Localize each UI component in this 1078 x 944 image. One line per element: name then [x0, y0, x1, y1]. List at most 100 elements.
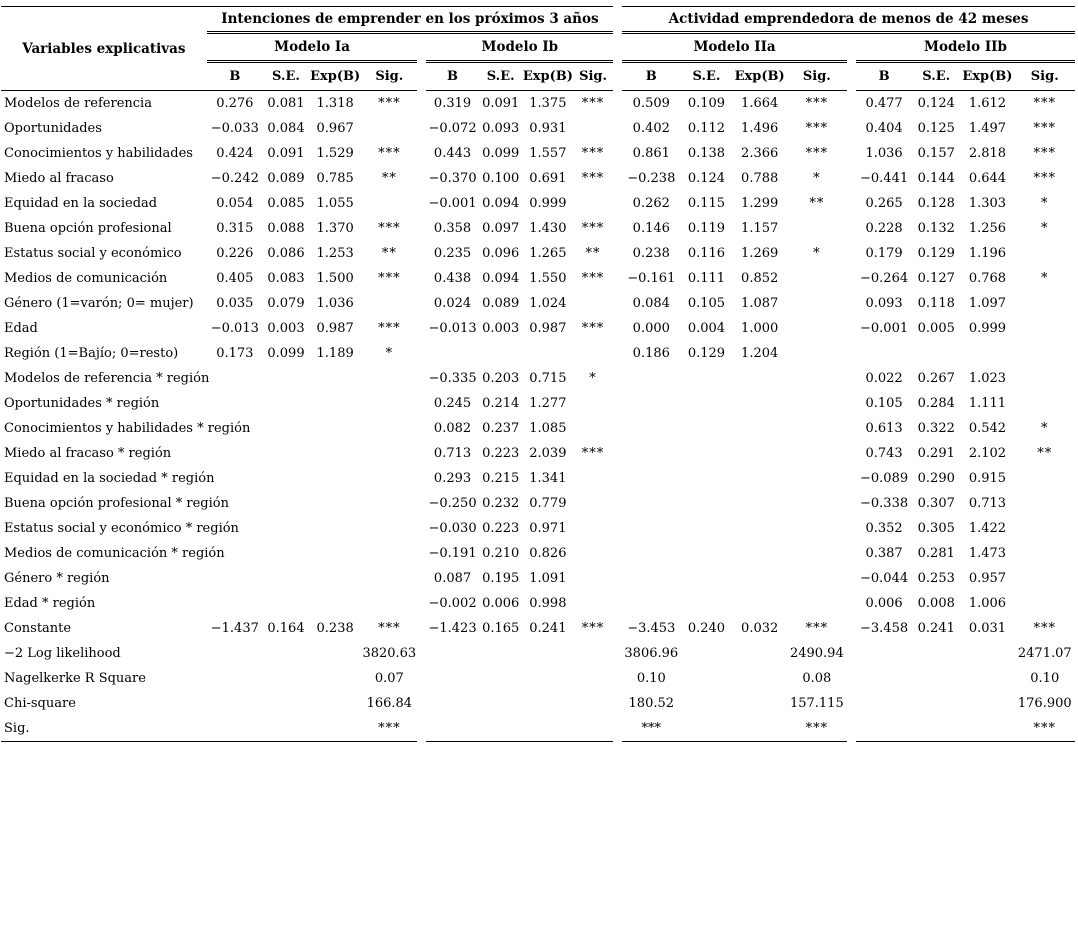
col-header-sig: Sig.: [361, 63, 418, 91]
row-label: Conocimientos y habilidades: [4, 146, 193, 161]
sig-cell: ***: [581, 321, 605, 336]
column-spacer: [417, 666, 426, 691]
value-cell: 0.124: [687, 171, 726, 186]
value-cell: [680, 466, 732, 491]
value-cell: [263, 666, 309, 691]
row-label: Sig.: [1, 716, 207, 742]
value-cell: [479, 666, 523, 691]
value-cell: 0.112: [687, 121, 726, 136]
header-stat-row: B S.E. Exp(B) Sig. B S.E. Exp(B) Sig. B …: [1, 63, 1075, 91]
table-row: Chi-square 166.84 180.52 157.115 176.900: [1, 691, 1075, 716]
col-header-se: S.E.: [680, 63, 733, 91]
value-cell: 0.118: [917, 296, 955, 311]
row-label: Estatus social y económico * región: [4, 521, 239, 536]
value-cell: [207, 691, 263, 716]
value-cell: [309, 416, 361, 441]
row-label: Edad: [4, 321, 38, 336]
value-cell: [680, 541, 732, 566]
table-row: Conocimientos y habilidades 0.424 0.091 1.5…: [1, 141, 1075, 166]
value-cell: −0.013: [428, 321, 477, 336]
value-cell: 0.999: [529, 196, 567, 211]
column-spacer: [417, 316, 426, 341]
value-cell: 0.125: [917, 121, 955, 136]
value-cell: [309, 716, 362, 742]
value-cell: [573, 516, 613, 541]
sig-cell: ***: [378, 271, 401, 286]
table-row: Equidad en la sociedad 0.054 0.085 1.055 −0.…: [1, 191, 1075, 216]
value-cell: 0.957: [968, 571, 1007, 586]
value-cell: [207, 566, 263, 591]
table-row: Miedo al fracaso * región 0.713 0.223 2.039…: [1, 441, 1075, 466]
column-spacer: [417, 241, 426, 266]
value-cell: [680, 666, 732, 691]
value-cell: [1015, 391, 1075, 416]
column-spacer: [847, 716, 856, 742]
value-cell: 1.430: [529, 221, 567, 236]
row-label: Buena opción profesional: [4, 221, 172, 236]
value-cell: [263, 391, 309, 416]
value-cell: 0.644: [968, 171, 1007, 186]
value-cell: 1.006: [968, 596, 1007, 611]
sig-cell: ***: [581, 621, 605, 636]
value-cell: 0.262: [632, 196, 670, 211]
value-cell: 0.129: [917, 246, 955, 261]
value-cell: 0.10: [636, 671, 666, 686]
value-cell: 0.116: [687, 246, 726, 261]
value-cell: −0.002: [428, 596, 477, 611]
value-cell: [523, 641, 573, 666]
sig-cell: ***: [378, 621, 401, 636]
value-cell: 0.10: [1030, 671, 1060, 686]
value-cell: [207, 666, 263, 691]
value-cell: 1.375: [529, 96, 567, 111]
value-cell: 0.237: [482, 421, 520, 436]
value-cell: [426, 666, 478, 691]
value-cell: [732, 716, 787, 742]
value-cell: [856, 641, 912, 666]
value-cell: [522, 716, 573, 742]
sig-cell: **: [585, 246, 601, 261]
column-spacer: [417, 341, 426, 366]
value-cell: [309, 641, 361, 666]
column-spacer: [613, 191, 622, 216]
value-cell: [1015, 516, 1075, 541]
value-cell: [733, 466, 787, 491]
value-cell: 1.557: [529, 146, 567, 161]
value-cell: 2471.07: [1017, 646, 1072, 661]
table-row: Modelos de referencia 0.276 0.081 1.318 *** 0…: [1, 91, 1075, 116]
value-cell: [207, 641, 263, 666]
table-row: Nagelkerke R Square 0.07 0.10 0.08 0.10: [1, 666, 1075, 691]
value-cell: 0.086: [267, 246, 305, 261]
column-spacer: [417, 691, 426, 716]
row-label: Medios de comunicación: [4, 271, 168, 286]
row-label: Modelos de referencia: [4, 96, 152, 111]
value-cell: 0.215: [482, 471, 520, 486]
value-cell: [960, 666, 1014, 691]
col-header-b: B: [855, 63, 913, 91]
value-cell: [309, 691, 361, 716]
value-cell: 1.318: [316, 96, 354, 111]
value-cell: [361, 466, 417, 491]
value-cell: 0.127: [917, 271, 955, 286]
value-cell: −0.001: [428, 196, 477, 211]
value-cell: [479, 691, 523, 716]
value-cell: [361, 491, 417, 516]
sig-cell: ***: [378, 146, 401, 161]
value-cell: −0.191: [428, 546, 477, 561]
value-cell: [309, 491, 361, 516]
value-cell: [309, 541, 361, 566]
value-cell: 1.370: [316, 221, 354, 236]
sig-cell: **: [381, 246, 397, 261]
column-spacer: [417, 391, 426, 416]
value-cell: 0.157: [917, 146, 955, 161]
value-cell: [263, 416, 309, 441]
value-cell: 0.124: [917, 96, 955, 111]
column-spacer: [417, 441, 426, 466]
value-cell: 0.186: [632, 346, 670, 361]
sig-cell: *: [589, 371, 597, 386]
value-cell: [622, 591, 680, 616]
value-cell: 2.102: [968, 446, 1007, 461]
value-cell: 1.500: [316, 271, 354, 286]
value-cell: [733, 441, 787, 466]
header-spacer: [613, 63, 622, 91]
table-row: Medios de comunicación 0.405 0.083 1.500 ***…: [1, 266, 1075, 291]
